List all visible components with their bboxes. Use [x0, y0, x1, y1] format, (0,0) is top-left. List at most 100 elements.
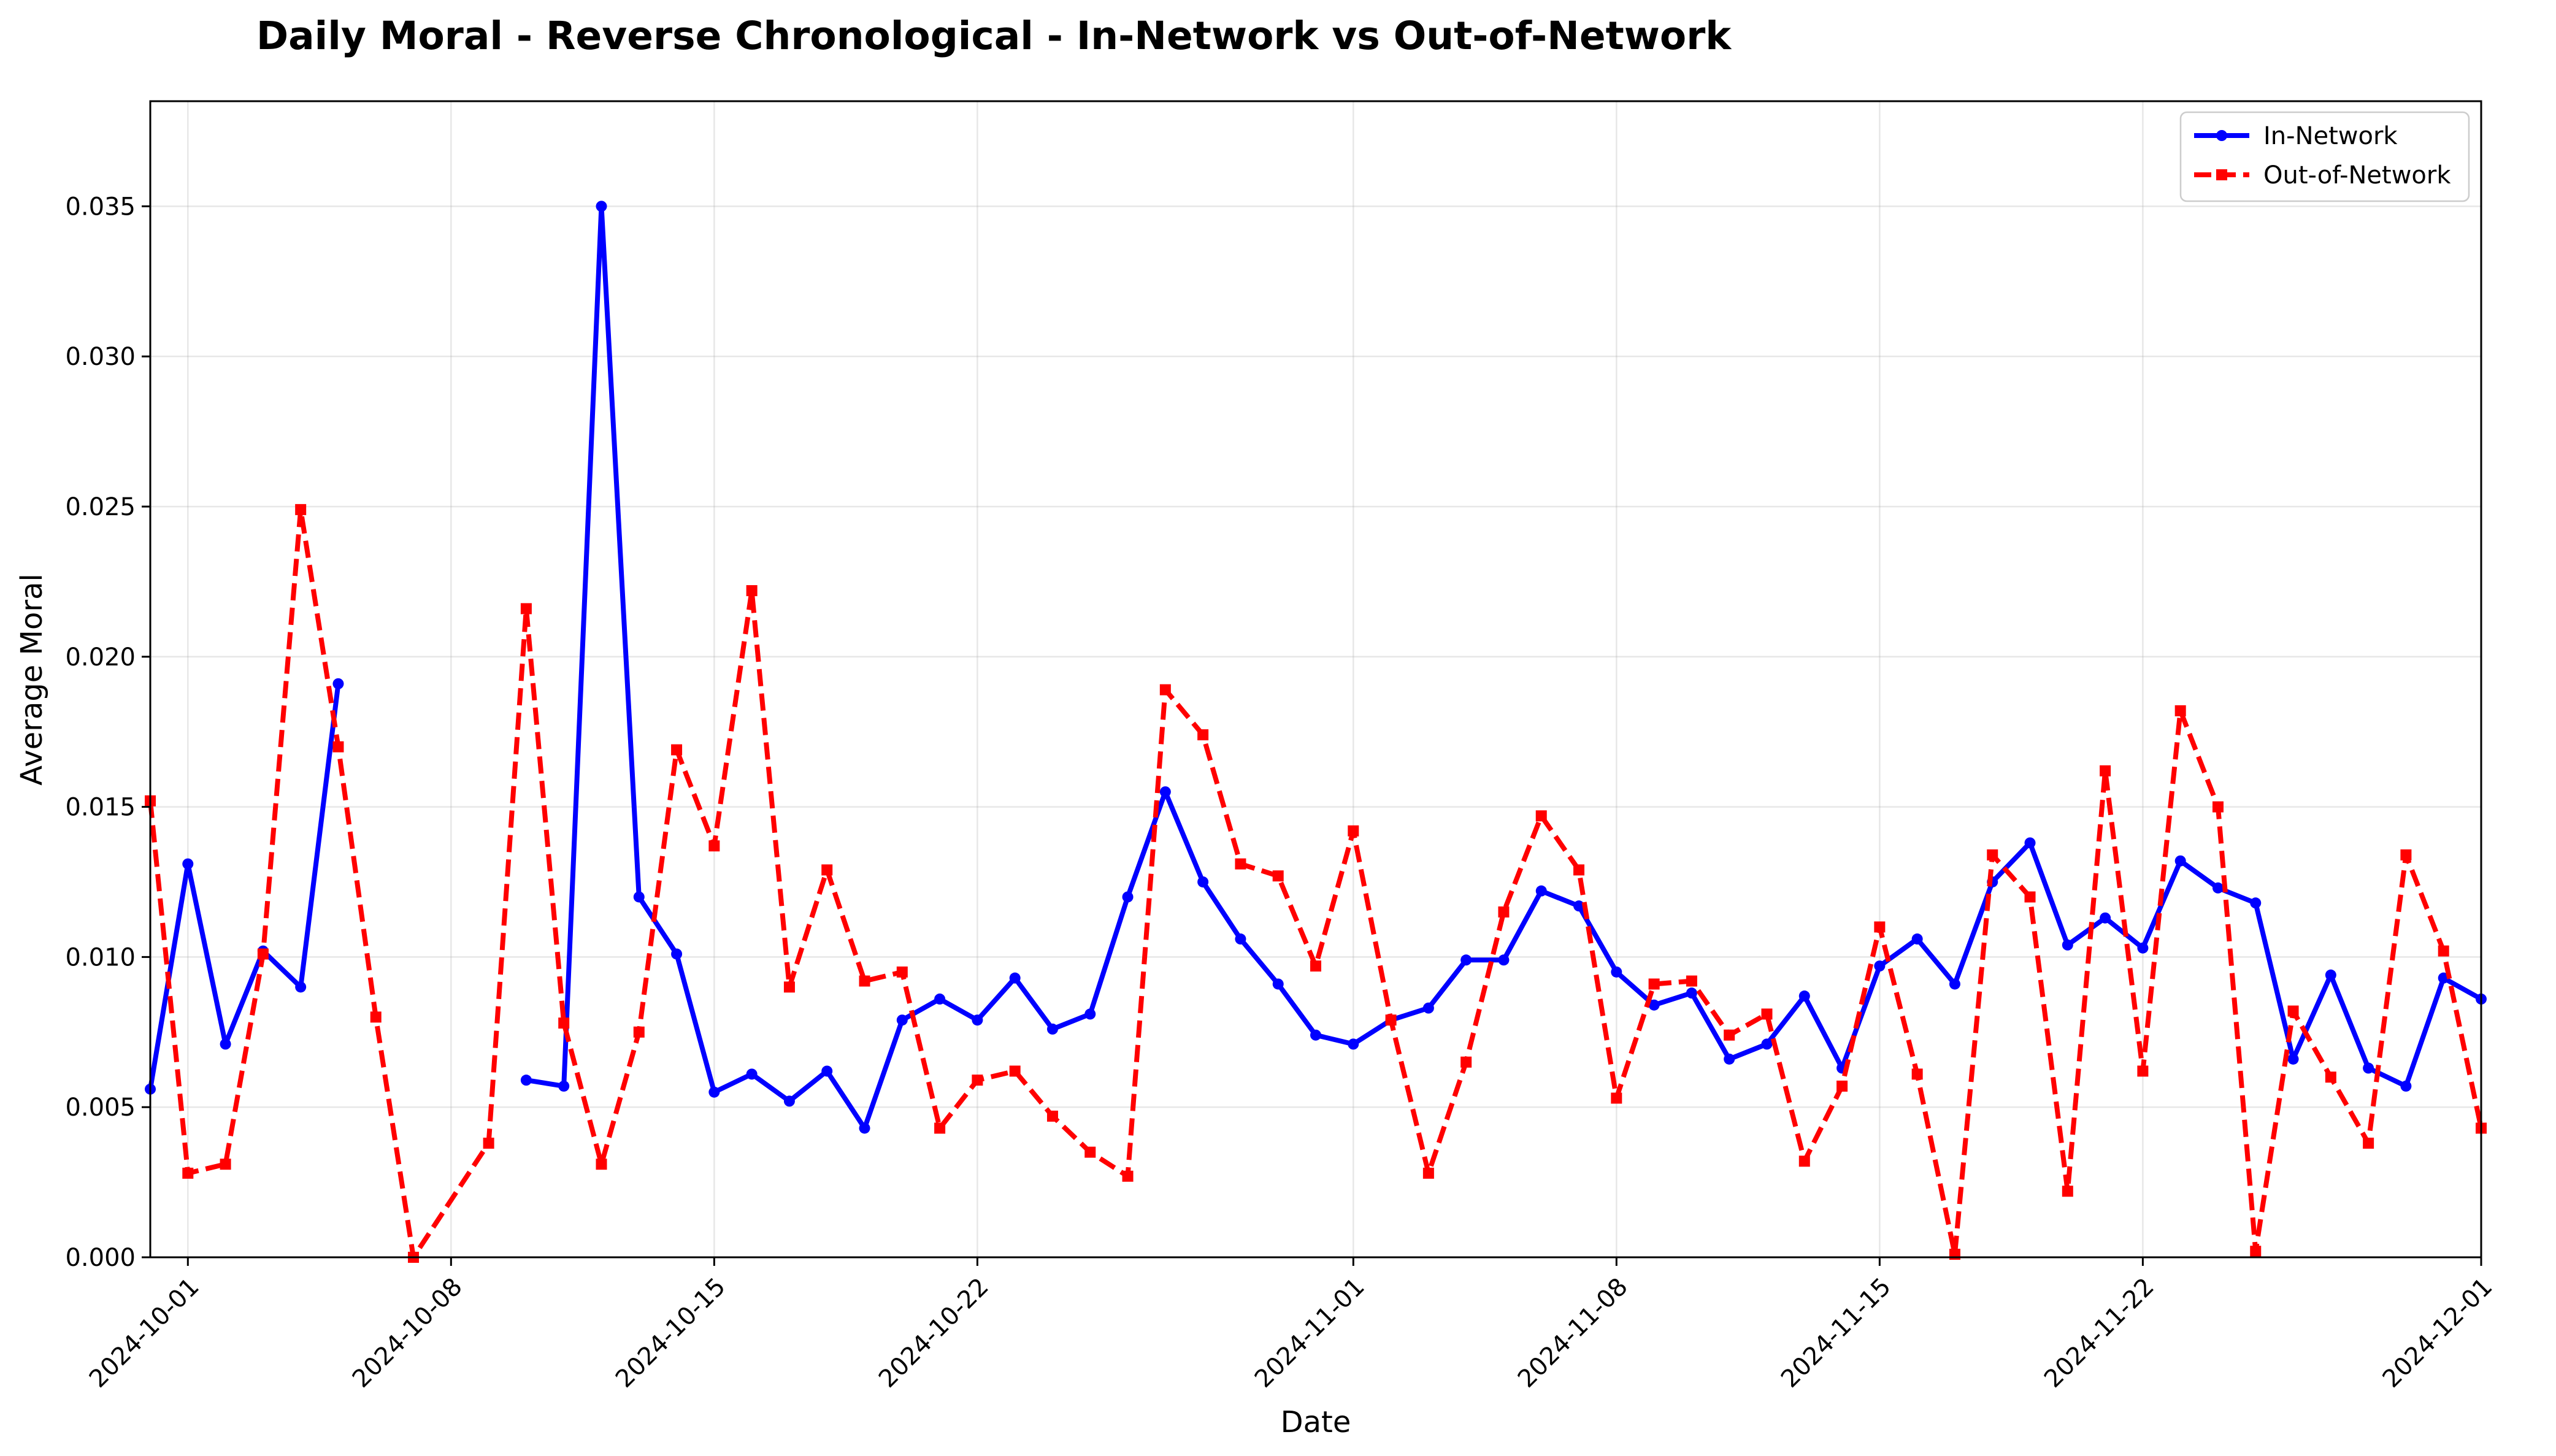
data-point-in-network [2363, 1062, 2374, 1074]
plot-frame [149, 100, 2482, 1259]
data-point-out-of-network [1046, 1110, 1058, 1122]
legend-marker-in-network [2216, 130, 2227, 141]
series-layer [145, 201, 2487, 1263]
legend-box [2179, 111, 2470, 202]
data-point-in-network [1949, 978, 1960, 990]
data-point-out-of-network [2250, 1246, 2262, 1257]
data-point-in-network [1573, 900, 1585, 912]
data-point-out-of-network [2024, 891, 2036, 903]
data-point-out-of-network [1272, 870, 1284, 882]
legend: In-Network Out-of-Network [2179, 111, 2470, 202]
data-point-in-network [1422, 1002, 1434, 1014]
legend-label-in-network: In-Network [2263, 122, 2398, 150]
data-point-out-of-network [2438, 945, 2449, 957]
data-point-in-network [1911, 933, 1923, 945]
data-point-out-of-network [1009, 1065, 1021, 1077]
data-point-in-network [2062, 939, 2073, 951]
data-point-in-network [2212, 882, 2224, 894]
chart-title: Daily Moral - Reverse Chronological - In… [256, 13, 1732, 58]
data-point-in-network [1874, 960, 1886, 972]
data-point-in-network [1009, 972, 1021, 984]
data-point-in-network [1197, 876, 1209, 887]
data-point-out-of-network [783, 981, 795, 993]
data-point-out-of-network [182, 1167, 194, 1179]
data-point-out-of-network [220, 1159, 231, 1170]
data-point-in-network [2287, 1053, 2299, 1065]
x-axis-label: Date [1281, 1405, 1351, 1439]
data-point-in-network [1798, 990, 1810, 1002]
data-point-in-network [1761, 1038, 1773, 1050]
data-point-out-of-network [1686, 975, 1697, 987]
data-point-out-of-network [821, 864, 833, 876]
data-point-out-of-network [671, 744, 683, 756]
y-tick-label: 0.000 [65, 1244, 136, 1272]
y-tick-label: 0.035 [65, 193, 136, 221]
data-point-out-of-network [896, 966, 908, 978]
data-point-out-of-network [1084, 1146, 1096, 1158]
data-point-out-of-network [1422, 1167, 1434, 1179]
data-point-out-of-network [1798, 1155, 1810, 1167]
data-point-in-network [633, 891, 645, 903]
data-point-out-of-network [2325, 1071, 2336, 1083]
data-point-out-of-network [972, 1075, 983, 1086]
data-point-out-of-network [1310, 960, 1321, 972]
data-point-out-of-network [257, 948, 269, 960]
data-point-in-network [182, 858, 194, 870]
data-point-out-of-network [708, 840, 720, 852]
data-point-out-of-network [596, 1159, 607, 1170]
data-point-in-network [859, 1122, 870, 1134]
data-point-in-network [596, 201, 607, 212]
data-point-out-of-network [746, 585, 758, 597]
y-tick-label: 0.010 [65, 943, 136, 971]
data-point-in-network [1611, 966, 1622, 978]
data-point-out-of-network [1385, 1014, 1397, 1026]
data-point-out-of-network [370, 1011, 382, 1023]
y-tick-label: 0.025 [65, 493, 136, 521]
data-point-in-network [708, 1086, 720, 1098]
data-point-out-of-network [332, 741, 344, 753]
data-point-in-network [558, 1080, 570, 1092]
data-point-out-of-network [1761, 1008, 1773, 1020]
series-line-out-of-network [148, 507, 2484, 1260]
data-point-out-of-network [1648, 978, 1660, 990]
y-tick-label: 0.005 [65, 1094, 136, 1122]
data-point-in-network [2024, 837, 2036, 849]
data-point-out-of-network [1197, 729, 1209, 741]
data-point-in-network [1686, 987, 1697, 999]
data-point-out-of-network [1911, 1068, 1923, 1080]
data-point-out-of-network [2100, 765, 2111, 776]
data-point-in-network [1122, 891, 1134, 903]
data-point-out-of-network [1535, 810, 1547, 822]
data-point-in-network [2137, 942, 2149, 954]
data-point-out-of-network [295, 504, 307, 515]
y-axis-label: Average Moral [15, 573, 49, 786]
data-point-out-of-network [1611, 1092, 1622, 1104]
data-point-in-network [1498, 954, 1510, 966]
data-point-in-network [2250, 897, 2262, 909]
data-point-in-network [2100, 912, 2111, 924]
data-point-in-network [2400, 1080, 2412, 1092]
data-point-out-of-network [1159, 684, 1171, 695]
data-point-in-network [1724, 1053, 1735, 1065]
data-point-out-of-network [1122, 1170, 1134, 1182]
data-point-out-of-network [1460, 1056, 1472, 1068]
data-point-in-network [896, 1014, 908, 1026]
legend-marker-out-of-network [2216, 169, 2227, 180]
data-point-out-of-network [1573, 864, 1585, 876]
data-point-out-of-network [2212, 801, 2224, 813]
data-point-in-network [2174, 855, 2186, 867]
data-point-out-of-network [1348, 825, 1359, 837]
data-point-out-of-network [558, 1017, 570, 1029]
data-point-in-network [1272, 978, 1284, 990]
data-point-out-of-network [2062, 1186, 2073, 1197]
data-point-out-of-network [859, 975, 870, 987]
data-point-out-of-network [483, 1137, 494, 1149]
data-point-out-of-network [1724, 1029, 1735, 1041]
y-tick-label: 0.015 [65, 794, 136, 822]
data-point-in-network [1648, 999, 1660, 1011]
data-point-out-of-network [2363, 1137, 2374, 1149]
data-point-in-network [1159, 786, 1171, 798]
data-point-in-network [1084, 1008, 1096, 1020]
